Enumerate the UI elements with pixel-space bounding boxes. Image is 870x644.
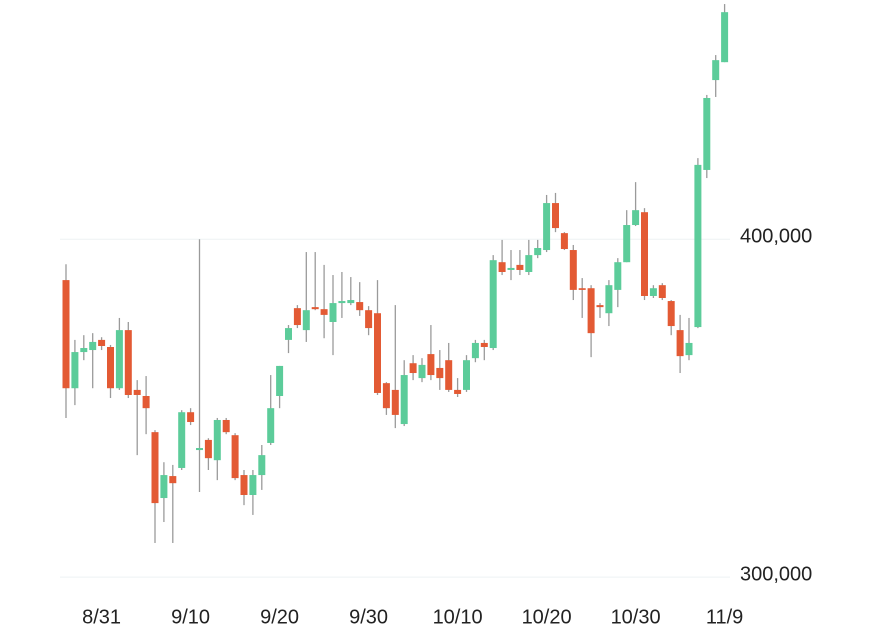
candle-body <box>480 342 488 348</box>
candle-body <box>80 348 88 353</box>
candle-body <box>694 164 702 328</box>
candle-body <box>365 310 373 329</box>
candle-body <box>133 389 141 395</box>
candle-body <box>115 330 123 389</box>
x-tick-label: 10/30 <box>611 606 661 628</box>
candle-body <box>436 367 444 379</box>
x-tick-label: 10/20 <box>522 606 572 628</box>
candle-body <box>89 341 97 351</box>
candle-body <box>534 248 542 256</box>
candle-body <box>187 412 195 423</box>
x-tick-label: 10/10 <box>433 606 483 628</box>
candle-body <box>276 365 284 396</box>
candle-body <box>374 313 381 393</box>
candle-body <box>169 476 177 484</box>
candle-body <box>560 233 568 250</box>
candle-body <box>311 307 319 310</box>
candle-body <box>213 419 221 461</box>
candle-body <box>258 455 266 476</box>
candle-body <box>231 435 239 479</box>
candle-body <box>569 250 577 290</box>
candle-body <box>471 342 479 359</box>
candle-body <box>293 308 301 326</box>
candle-body <box>667 301 675 327</box>
candle-body <box>196 448 203 451</box>
candle-body <box>391 389 399 415</box>
candle-body <box>142 395 150 409</box>
candle-body <box>222 419 230 433</box>
candle-body <box>107 347 114 389</box>
y-tick-label: 300,000 <box>740 563 812 585</box>
candle-body <box>249 475 257 495</box>
candle-body <box>507 267 515 270</box>
candle-body <box>347 300 355 304</box>
candle-body <box>445 360 453 390</box>
x-tick-label: 9/10 <box>171 606 210 628</box>
candle-body <box>543 203 551 251</box>
x-tick-label: 9/20 <box>260 606 299 628</box>
candle-body <box>676 330 684 357</box>
candle-body <box>498 262 506 272</box>
candle-body <box>516 264 524 270</box>
candle-body <box>204 439 212 459</box>
candle-body <box>623 225 631 263</box>
candle-body <box>400 375 408 425</box>
candle-body <box>641 212 648 296</box>
x-tick-label: 9/30 <box>349 606 388 628</box>
candle-body <box>285 328 292 340</box>
candle-body <box>320 309 328 315</box>
candle-body <box>382 383 390 409</box>
candle-body <box>703 97 711 170</box>
candle-body <box>178 412 186 468</box>
x-tick-label: 8/31 <box>82 606 121 628</box>
candle-body <box>427 354 435 376</box>
candle-body <box>160 475 168 499</box>
candle-body <box>151 432 159 504</box>
candle-body <box>302 310 310 331</box>
candle-body <box>267 408 275 443</box>
candle-body <box>614 262 622 290</box>
candle-body <box>587 288 595 334</box>
x-tick-label: 11/9 <box>706 606 743 628</box>
candle-body <box>578 288 586 290</box>
candle-body <box>552 203 559 229</box>
candle-body <box>525 255 533 272</box>
candle-body <box>409 363 417 374</box>
candle-body <box>712 60 720 81</box>
candle-body <box>463 360 470 390</box>
candle-body <box>489 260 497 349</box>
candle-body <box>71 352 79 389</box>
candle-body <box>240 475 248 495</box>
candle-body <box>658 285 666 299</box>
candle-body <box>98 339 106 346</box>
candle-body <box>62 280 70 389</box>
y-tick-label: 400,000 <box>740 226 812 248</box>
candle-body <box>596 305 604 308</box>
candle-body <box>721 12 729 63</box>
candle-body <box>338 301 346 304</box>
candle-body <box>418 364 426 379</box>
candle-body <box>685 342 693 356</box>
candle-body <box>356 302 364 311</box>
candle-body <box>632 210 640 226</box>
candle-body <box>329 303 337 322</box>
candle-body <box>649 288 657 296</box>
candle-body <box>124 330 132 395</box>
candle-body <box>454 389 462 394</box>
candle-body <box>605 285 613 314</box>
